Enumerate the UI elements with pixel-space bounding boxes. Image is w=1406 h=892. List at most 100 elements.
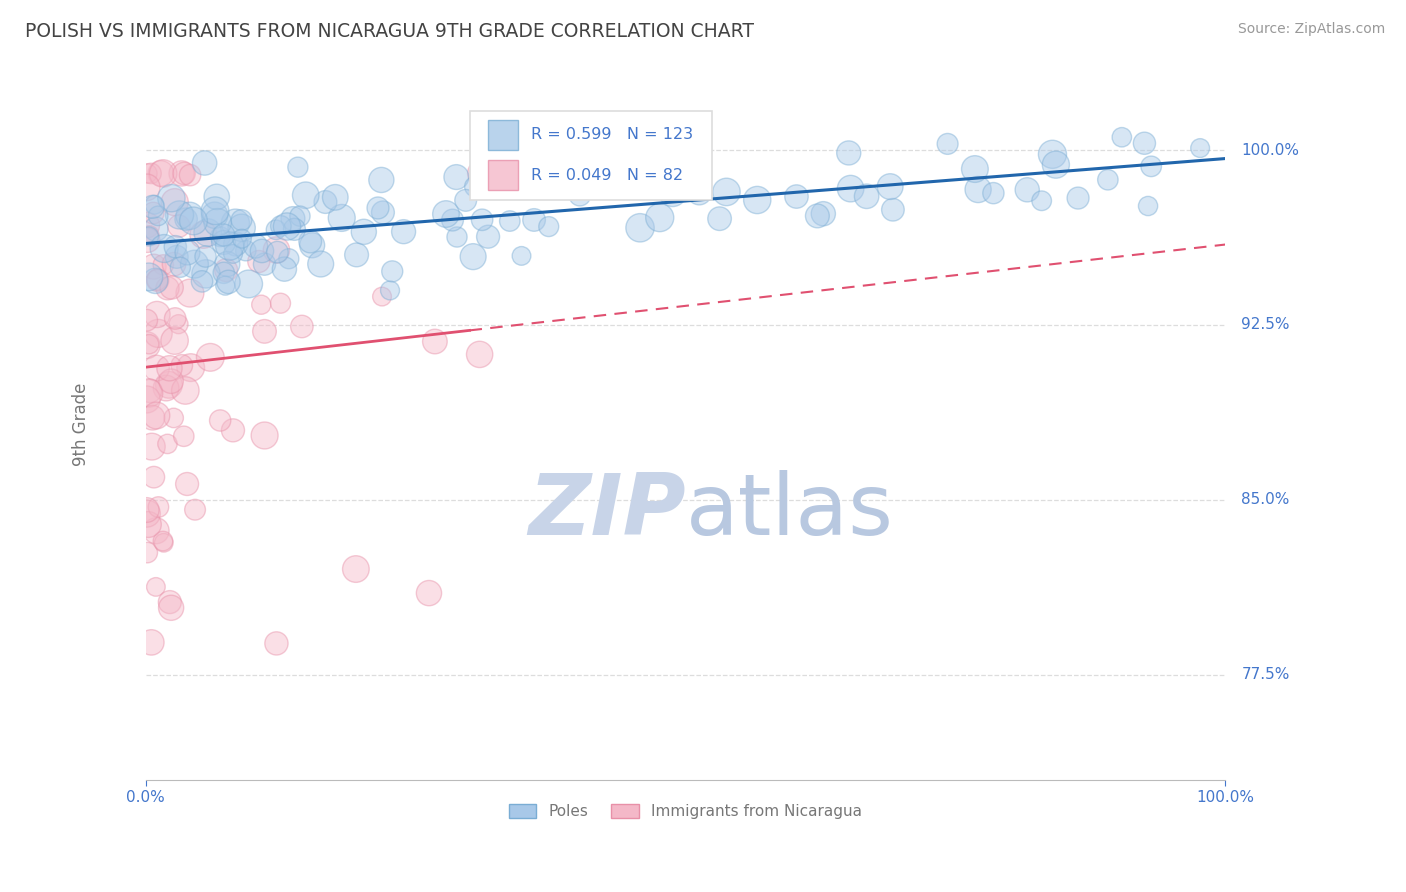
Point xyxy=(628,220,651,235)
Point xyxy=(165,240,187,254)
Point xyxy=(470,166,492,180)
Point xyxy=(963,162,986,177)
Point xyxy=(212,228,235,243)
Point xyxy=(135,503,157,517)
Point xyxy=(142,260,165,274)
Point xyxy=(1140,159,1163,173)
Point xyxy=(1067,191,1090,205)
Point xyxy=(688,186,710,200)
Point xyxy=(1133,136,1156,151)
Point xyxy=(235,244,257,258)
Point xyxy=(165,311,187,326)
Point xyxy=(218,239,240,253)
Point xyxy=(309,257,332,271)
Point xyxy=(471,212,494,227)
Point xyxy=(145,361,167,376)
Point xyxy=(882,202,904,217)
Point xyxy=(156,437,179,451)
Point xyxy=(463,250,485,264)
Point xyxy=(173,429,195,443)
Point xyxy=(967,182,990,196)
Point xyxy=(138,228,160,243)
Point xyxy=(135,313,157,327)
Point xyxy=(197,226,219,240)
Text: 100.0%: 100.0% xyxy=(1241,143,1299,158)
Point xyxy=(477,229,499,244)
Point xyxy=(142,200,165,214)
Point xyxy=(266,245,288,260)
Text: 9th Grade: 9th Grade xyxy=(72,383,90,466)
Point xyxy=(1017,183,1039,197)
Point xyxy=(163,257,186,271)
Point xyxy=(145,580,167,594)
Point xyxy=(481,157,503,171)
Point xyxy=(174,384,197,398)
Point xyxy=(510,249,533,263)
Point xyxy=(152,166,174,180)
Point xyxy=(464,179,486,194)
Point xyxy=(194,250,217,264)
Point xyxy=(143,274,166,288)
Point xyxy=(167,317,190,331)
Point xyxy=(716,185,738,199)
Point xyxy=(222,423,245,437)
Point xyxy=(204,203,226,218)
Point xyxy=(614,156,637,170)
Point xyxy=(281,211,304,226)
Point xyxy=(838,145,860,160)
Point xyxy=(468,347,491,361)
Point xyxy=(1097,173,1119,187)
Point xyxy=(568,188,591,202)
FancyBboxPatch shape xyxy=(488,161,517,190)
Point xyxy=(253,428,276,442)
Point xyxy=(446,170,468,185)
Point xyxy=(160,374,183,388)
Point xyxy=(287,160,309,174)
Point xyxy=(155,381,177,395)
Point xyxy=(231,220,253,235)
Point xyxy=(135,338,157,352)
Point xyxy=(378,284,401,298)
Point xyxy=(214,278,236,293)
Point xyxy=(176,477,198,491)
Point xyxy=(301,238,323,252)
Point xyxy=(879,179,901,194)
Point xyxy=(250,244,273,258)
Point xyxy=(135,218,157,232)
Point xyxy=(353,225,375,239)
Point xyxy=(167,219,190,233)
Point xyxy=(176,245,198,260)
Point xyxy=(537,219,560,234)
Point xyxy=(205,190,228,204)
Point xyxy=(148,500,170,514)
Point xyxy=(146,308,169,322)
Point xyxy=(247,254,270,268)
Point xyxy=(294,188,316,202)
Point xyxy=(145,524,167,538)
Point xyxy=(270,296,292,310)
Point xyxy=(209,413,232,427)
Point xyxy=(785,189,807,203)
Point xyxy=(146,209,169,223)
Point xyxy=(983,186,1005,201)
Point xyxy=(159,595,181,609)
Point xyxy=(813,207,835,221)
Point xyxy=(273,262,295,277)
Point xyxy=(314,194,336,209)
Point xyxy=(747,193,769,207)
FancyBboxPatch shape xyxy=(470,112,713,200)
Point xyxy=(166,250,188,264)
Point xyxy=(253,257,276,271)
Point xyxy=(664,169,686,184)
Point xyxy=(138,386,160,401)
Point xyxy=(330,211,353,225)
Point xyxy=(138,517,160,532)
Point xyxy=(160,191,183,205)
Point xyxy=(139,166,162,180)
Point xyxy=(1189,141,1212,155)
Point xyxy=(264,223,287,237)
Point xyxy=(217,257,239,271)
Point xyxy=(547,166,569,180)
Point xyxy=(152,258,174,272)
Point xyxy=(152,535,174,549)
